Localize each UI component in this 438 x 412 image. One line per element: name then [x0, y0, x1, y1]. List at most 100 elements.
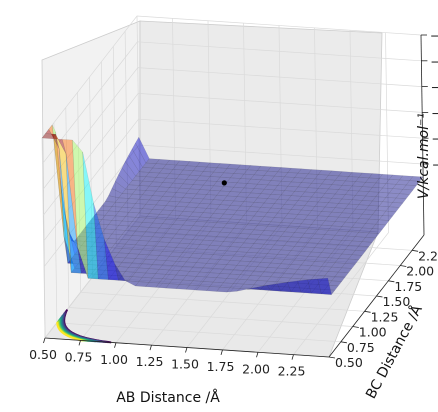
surface-face	[111, 202, 126, 208]
surface-face	[70, 268, 86, 274]
surface-face	[267, 166, 282, 172]
surface-face	[290, 246, 305, 252]
surface-face	[277, 208, 292, 214]
surface-face	[118, 193, 133, 199]
surface-face	[192, 276, 207, 282]
surface-face	[314, 243, 329, 249]
surface-face	[104, 251, 119, 258]
surface-face	[138, 180, 153, 187]
surface-face	[399, 189, 414, 195]
surface-face	[138, 277, 153, 283]
surface-face	[310, 247, 326, 253]
surface-face	[240, 228, 255, 235]
surface-face	[202, 276, 217, 283]
surface-face	[324, 271, 339, 277]
surface-face	[185, 216, 201, 222]
surface-face	[87, 260, 103, 266]
surface-face	[226, 177, 241, 183]
surface-face	[98, 205, 113, 212]
surface-face	[108, 247, 123, 253]
surface-face	[206, 190, 221, 196]
surface-face	[212, 277, 228, 283]
surface-face	[206, 231, 221, 237]
surface-face	[317, 197, 333, 203]
surface-face	[195, 285, 211, 291]
surface-face	[314, 188, 329, 194]
surface-face	[388, 202, 404, 208]
surface-face	[290, 218, 306, 224]
surface-face	[108, 275, 123, 281]
surface-face	[162, 232, 177, 239]
grid-x-floor-7	[293, 32, 389, 355]
surface-face	[219, 282, 234, 288]
surface-face	[300, 246, 316, 253]
surface-face	[338, 212, 353, 218]
surface-face	[358, 172, 373, 179]
surface-face	[128, 276, 143, 282]
x-axis-label: AB Distance /Å	[116, 389, 220, 406]
surface-face	[321, 193, 336, 199]
surface-face	[219, 186, 235, 192]
surface-face	[351, 222, 366, 229]
surface-face	[152, 259, 167, 266]
surface-face	[87, 246, 103, 252]
surface-face	[246, 206, 262, 212]
surface-face	[125, 154, 140, 177]
surface-face	[158, 209, 174, 216]
grid-z-0	[41, 15, 422, 139]
grid-y-floor-2	[65, 107, 353, 327]
surface-face	[118, 275, 133, 282]
surface-face	[209, 185, 224, 192]
surface-face	[199, 267, 214, 273]
surface-face	[273, 171, 289, 177]
surface-face	[118, 248, 133, 254]
surface-face	[317, 279, 332, 286]
surface-face	[283, 268, 299, 274]
surface-face	[361, 182, 377, 188]
x-tick-label: 0.75	[65, 349, 93, 364]
surface-face	[165, 228, 180, 234]
surface-face	[236, 192, 251, 198]
surface-face	[243, 169, 258, 175]
surface-face	[94, 265, 109, 271]
surface-face	[91, 241, 106, 248]
surface-face	[152, 245, 167, 252]
surface-face	[311, 206, 326, 212]
surface-face	[179, 197, 194, 203]
surface-face	[223, 168, 238, 174]
surface-face	[314, 284, 329, 290]
surface-face	[186, 174, 201, 181]
surface-face	[256, 262, 272, 268]
surface-face	[273, 254, 289, 260]
surface-face	[267, 221, 282, 227]
x-tick-label: 0.50	[29, 347, 57, 362]
surface-face	[253, 225, 268, 231]
surface-face	[239, 270, 255, 276]
surface-face	[263, 267, 278, 273]
x-tick-label: 1.75	[207, 359, 235, 374]
surface-face	[283, 241, 299, 247]
surface-face	[209, 240, 224, 247]
surface-face	[317, 266, 332, 272]
surface-face	[206, 245, 221, 251]
surface-face	[310, 261, 326, 267]
surface-face	[270, 175, 285, 182]
surface-face	[182, 206, 197, 213]
surface-face	[59, 148, 75, 274]
surface-face	[250, 284, 265, 290]
surface-face	[206, 203, 221, 210]
surface-face	[233, 278, 248, 285]
surface-face	[317, 183, 333, 190]
surface-face	[196, 203, 211, 209]
surface-face	[121, 271, 136, 277]
surface-face	[212, 236, 228, 242]
surface-face	[121, 257, 136, 264]
surface-face	[94, 237, 109, 243]
surface-face	[266, 276, 282, 282]
surface-face	[385, 206, 400, 212]
surface-face	[334, 244, 349, 250]
surface-face	[233, 251, 248, 257]
surface-face	[142, 204, 157, 210]
surface-face	[300, 233, 316, 239]
surface-face	[327, 253, 343, 259]
